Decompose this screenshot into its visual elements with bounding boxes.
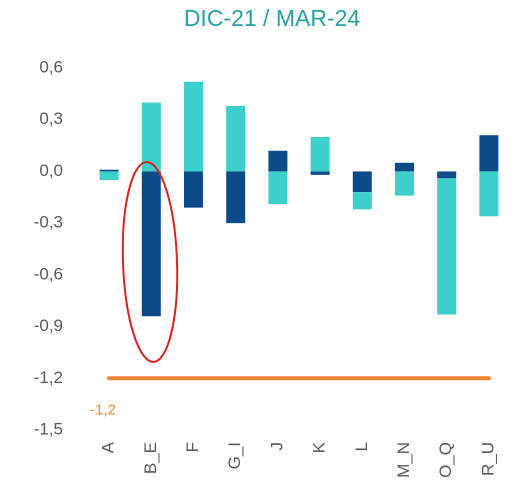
bar xyxy=(310,171,330,175)
x-tick-label: M_N xyxy=(394,442,413,478)
y-tick-label: -1,5 xyxy=(34,419,63,438)
y-tick-label: 0,3 xyxy=(39,109,63,128)
y-tick-label: 0,6 xyxy=(39,57,63,76)
x-tick-label: B_E xyxy=(141,442,160,474)
bar xyxy=(479,171,499,217)
x-tick-label: J xyxy=(267,442,286,451)
x-tick-label: A xyxy=(99,441,118,453)
y-tick-label: 0,0 xyxy=(39,161,63,180)
x-tick-label: O_Q xyxy=(436,442,455,478)
y-tick-label: -0,9 xyxy=(34,316,63,335)
bar xyxy=(99,171,119,181)
x-tick-label: K xyxy=(310,441,329,453)
bar xyxy=(268,171,288,205)
bar xyxy=(437,171,457,179)
bar xyxy=(141,171,161,317)
bar xyxy=(99,169,119,172)
bar xyxy=(184,171,203,208)
y-tick-label: -1,2 xyxy=(34,368,63,387)
bar xyxy=(479,135,499,172)
highlight-ellipse xyxy=(121,161,179,363)
bar xyxy=(141,102,161,172)
bar xyxy=(395,171,414,196)
bar xyxy=(437,178,457,315)
bar xyxy=(226,171,246,224)
bar xyxy=(184,81,203,172)
y-tick-label: -0,6 xyxy=(34,264,63,283)
x-tick-label: G_I xyxy=(225,442,244,469)
bar xyxy=(268,150,288,172)
chart-title: DIC-21 / MAR-24 xyxy=(184,5,361,31)
bar xyxy=(395,162,414,172)
bar xyxy=(352,171,372,193)
x-tick-label: R_U xyxy=(478,442,497,476)
bar xyxy=(226,105,246,172)
reference-label: -1,2 xyxy=(90,401,116,418)
y-tick-label: -0,3 xyxy=(34,213,63,232)
bar xyxy=(310,136,330,172)
x-tick-label: F xyxy=(183,442,202,452)
x-tick-label: L xyxy=(352,442,371,451)
bar xyxy=(352,192,372,210)
